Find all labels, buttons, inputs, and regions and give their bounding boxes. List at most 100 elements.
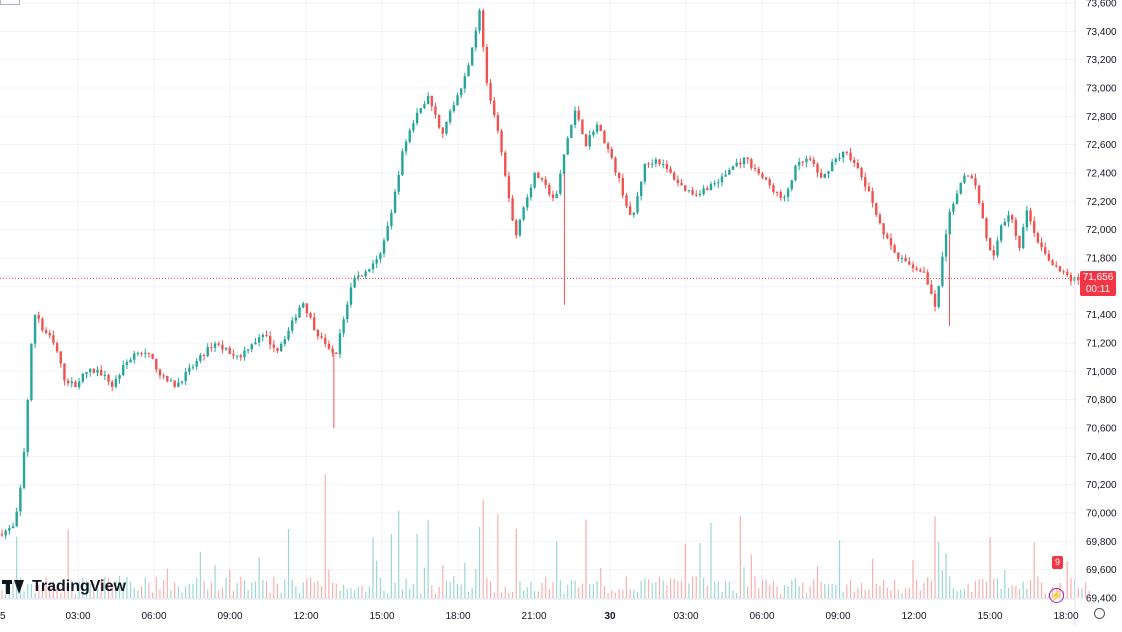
- time-tick-label: 21:00: [521, 611, 546, 622]
- candle-body: [44, 330, 48, 334]
- candle-body: [500, 130, 503, 153]
- candle-body: [232, 354, 235, 356]
- candle-body: [467, 65, 470, 77]
- volume-bar: [133, 587, 135, 598]
- candle-body: [662, 163, 665, 165]
- candle-body: [731, 166, 735, 170]
- candle-body: [213, 343, 217, 348]
- volume-bar: [765, 579, 767, 598]
- candle-body: [724, 174, 727, 177]
- candle-body: [456, 95, 459, 106]
- candle-body: [485, 46, 489, 83]
- volume-bar: [41, 586, 44, 598]
- volume-bar: [398, 510, 400, 598]
- candle-body: [511, 198, 514, 221]
- candle-body: [401, 151, 404, 175]
- candle-body: [875, 202, 878, 215]
- candle-body: [698, 194, 702, 196]
- candle-body: [922, 271, 926, 273]
- candle-body: [276, 347, 279, 351]
- candle-body: [794, 165, 797, 181]
- volume-bar: [60, 592, 62, 598]
- volume-bar: [754, 576, 756, 598]
- volume-bar: [728, 582, 730, 598]
- candle-body: [59, 351, 62, 364]
- volume-bar: [63, 590, 66, 598]
- volume-bar: [802, 582, 804, 598]
- candle-body: [1033, 221, 1036, 233]
- volume-bar: [30, 583, 32, 598]
- volume-bar: [1077, 587, 1079, 598]
- volume-bar: [287, 529, 290, 598]
- candle-body: [459, 88, 463, 96]
- volume-bar: [372, 537, 374, 598]
- volume-bar: [335, 583, 337, 598]
- price-axis[interactable]: 69,400 69,600 69,800 70,000 70,200 70,400 70,6…: [1074, 0, 1117, 627]
- candle-body: [445, 121, 448, 134]
- volume-bar: [592, 584, 595, 598]
- volume-bar: [1, 590, 3, 598]
- notification-badge[interactable]: 9: [1052, 556, 1063, 569]
- volume-bar: [317, 580, 319, 598]
- time-tick-label: 15:00: [977, 611, 1002, 622]
- candle-body: [518, 219, 522, 236]
- gear-icon[interactable]: [1094, 608, 1105, 619]
- candle-body: [4, 530, 7, 536]
- candle-body: [239, 355, 242, 358]
- volume-bar: [504, 586, 506, 598]
- volume-bar: [140, 586, 143, 598]
- candle-body: [11, 526, 15, 529]
- volume-bar: [434, 593, 437, 598]
- price-tick-label: 69,800: [1086, 537, 1117, 548]
- grid-lines: [0, 0, 1075, 599]
- volume-bar: [427, 520, 429, 598]
- candle-body: [687, 190, 691, 192]
- candle-body: [169, 380, 173, 382]
- lightning-icon[interactable]: ⚡: [1049, 588, 1064, 603]
- candle-body: [397, 174, 400, 192]
- volume-bar: [423, 567, 426, 598]
- volume-bar: [442, 564, 444, 598]
- candle-body: [254, 342, 257, 345]
- volume-bar: [791, 580, 793, 598]
- volume-bar: [772, 580, 774, 598]
- price-tick-label: 73,600: [1086, 0, 1117, 10]
- volume-bar: [1011, 585, 1013, 598]
- volume-bar: [927, 577, 929, 598]
- volume-bar: [871, 558, 874, 598]
- volume-bar: [346, 588, 348, 598]
- volume-bar: [111, 583, 113, 598]
- tradingview-logo[interactable]: TradingView: [2, 578, 126, 596]
- collapse-button[interactable]: [0, 0, 20, 5]
- volume-bar: [669, 578, 672, 598]
- volume-bar: [1066, 561, 1068, 598]
- candle-body: [195, 361, 198, 367]
- candle-body: [952, 203, 955, 212]
- time-tick-label: 30: [604, 611, 616, 622]
- candle-body: [882, 223, 885, 235]
- price-tick-label: 73,400: [1086, 27, 1117, 38]
- volume-bar: [603, 585, 606, 598]
- volume-bar: [298, 592, 301, 598]
- volume-bar: [45, 577, 47, 598]
- candle-body: [1077, 276, 1080, 281]
- volume-bar: [78, 581, 80, 598]
- volume-bar: [651, 582, 653, 598]
- volume-bar: [82, 577, 84, 598]
- volume-bar: [890, 590, 892, 598]
- candle-body: [915, 268, 918, 270]
- candle-body: [26, 400, 29, 452]
- volume-bar: [1040, 582, 1043, 598]
- volume-bar: [309, 577, 312, 598]
- candle-body: [217, 343, 220, 345]
- volume-bar: [1029, 579, 1032, 598]
- time-axis[interactable]: 5 03:00 06:00 09:00 12:00 15:00 18:00 21:00 30 03…: [0, 598, 1079, 622]
- volume-bar: [185, 586, 187, 598]
- candle-body: [235, 355, 239, 357]
- volume-bar: [783, 585, 786, 598]
- volume-bar: [89, 583, 91, 598]
- time-tick-label: 15:00: [369, 611, 394, 622]
- candle-body: [188, 367, 191, 372]
